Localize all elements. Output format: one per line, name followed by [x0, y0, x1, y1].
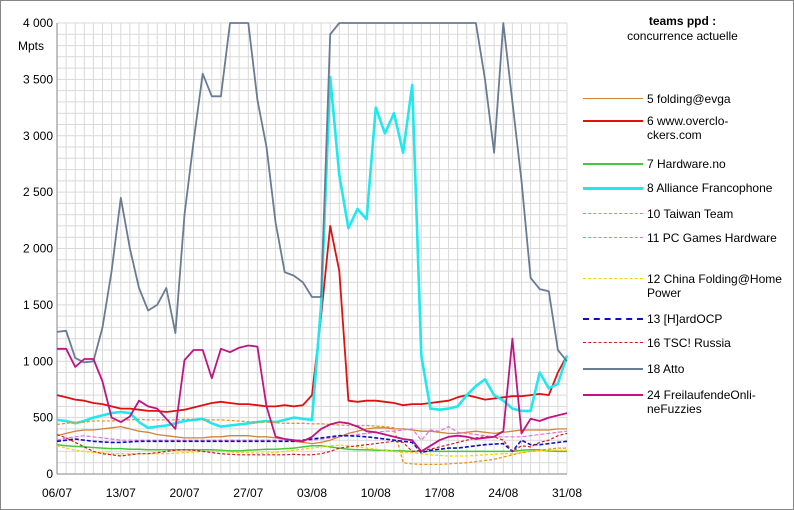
legend-swatch	[583, 318, 643, 320]
legend-swatch	[583, 368, 643, 370]
series-line	[56, 434, 568, 454]
legend-label: 12 China Folding@Home Power	[647, 272, 782, 300]
series-line	[56, 224, 568, 413]
series-line	[56, 425, 567, 445]
chart-gridlines	[56, 22, 568, 475]
x-tick-labels: 06/07 13/07 20/07 27/07 03/08 10/08 17/08 24/08…	[42, 486, 582, 500]
legend-swatch	[583, 163, 643, 165]
legend-swatch	[583, 120, 643, 122]
legend-label: 5 folding@evga	[647, 92, 731, 106]
x-tick-label: 20/07	[169, 486, 199, 500]
series-line	[57, 337, 568, 453]
x-tick-label: 24/08	[488, 486, 518, 500]
x-tick-label: 10/08	[361, 486, 391, 500]
chart-subtitle: concurrence actuelle	[627, 29, 738, 43]
legend-title: teams ppd : concurrence actuelle	[600, 14, 765, 44]
x-tick-label: 31/08	[552, 486, 582, 500]
legend-label: 16 TSC! Russia	[647, 336, 731, 350]
legend-swatch	[583, 278, 643, 279]
series-line	[56, 443, 567, 453]
y-tick-label: 4 000	[23, 16, 53, 30]
x-tick-label: 27/07	[233, 486, 263, 500]
legend-swatch	[583, 394, 643, 396]
series-line	[56, 75, 569, 430]
legend-swatch	[583, 187, 643, 190]
series-line	[56, 444, 567, 457]
y-tick-label: 2 500	[23, 185, 53, 199]
legend-label: 10 Taiwan Team	[647, 207, 734, 221]
x-tick-label: 03/08	[297, 486, 327, 500]
legend-label: 11 PC Games Hardware	[647, 231, 777, 245]
x-tick-label: 06/07	[42, 486, 72, 500]
series-line	[56, 432, 568, 457]
legend-swatch	[583, 98, 643, 99]
y-tick-label: 3 000	[23, 129, 53, 143]
y-tick-label: 3 500	[23, 72, 53, 86]
legend-swatch	[583, 213, 643, 214]
chart-title: teams ppd :	[648, 14, 717, 28]
legend-label: 13 [H]ardOCP	[647, 312, 723, 326]
y-tick-label: 0	[46, 467, 53, 481]
series-line	[56, 418, 567, 466]
series-line	[56, 22, 568, 364]
y-tick-label: 2 000	[23, 242, 53, 256]
legend-swatch	[583, 237, 643, 238]
series-line	[56, 426, 568, 441]
x-tick-label: 13/07	[106, 486, 136, 500]
y-tick-label: 1 000	[23, 354, 53, 368]
y-tick-label: 500	[33, 411, 53, 425]
y-axis-label: Mpts	[18, 39, 44, 53]
y-tick-labels: 0 500 1 000 1 500 2 000 2 500 3 000 3 500 4 000	[23, 16, 53, 481]
legend-label: 8 Alliance Francophone	[647, 181, 773, 195]
legend-label: 18 Atto	[647, 362, 685, 376]
y-tick-label: 1 500	[23, 298, 53, 312]
legend-swatch	[583, 342, 643, 343]
legend-label: 7 Hardware.no	[647, 157, 726, 171]
chart-axes	[56, 23, 567, 475]
x-tick-label: 17/08	[424, 486, 454, 500]
chart-series	[56, 22, 569, 466]
legend-label: 24 FreilaufendeOnli-neFuzzies	[647, 388, 756, 416]
legend-label: 6 www.overclo-ckers.com	[647, 114, 729, 142]
